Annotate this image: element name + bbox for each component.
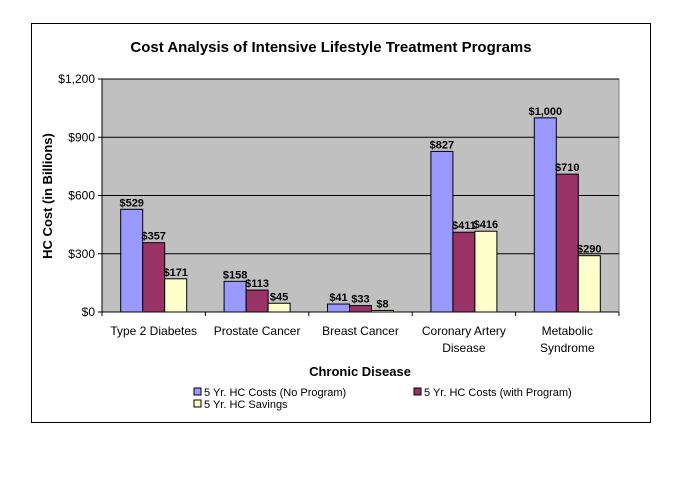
y-tick-label: $1,200 xyxy=(58,72,95,86)
bar-value-label: $158 xyxy=(223,269,247,281)
x-category-label: Type 2 Diabetes xyxy=(110,324,197,338)
y-tick-label: $0 xyxy=(82,305,96,319)
y-tick-label: $900 xyxy=(68,130,95,144)
y-axis-title: HC Cost (in Billions) xyxy=(40,133,55,259)
legend-swatch xyxy=(193,399,202,408)
legend-swatch xyxy=(413,387,422,396)
bar-value-label: $41 xyxy=(329,292,347,304)
bar-value-label: $529 xyxy=(119,197,143,209)
bar xyxy=(430,150,454,313)
bar xyxy=(533,117,557,313)
x-category-label: Metabolic xyxy=(542,324,593,338)
x-category-label: Breast Cancer xyxy=(322,324,399,338)
bar xyxy=(142,242,166,313)
bar-value-label: $8 xyxy=(376,298,388,310)
x-category-label: Coronary Artery xyxy=(422,324,506,338)
x-category-label: Syndrome xyxy=(540,341,595,355)
bar xyxy=(164,278,188,313)
bar-value-label: $290 xyxy=(577,244,601,256)
x-axis-title: Chronic Disease xyxy=(309,364,411,379)
y-tick-label: $600 xyxy=(68,189,95,203)
bar xyxy=(452,231,476,313)
bar-value-label: $113 xyxy=(245,278,269,290)
chart-title: Cost Analysis of Intensive Lifestyle Tre… xyxy=(130,39,531,56)
bar xyxy=(267,302,291,313)
gridlines xyxy=(102,78,619,255)
x-category-label: Prostate Cancer xyxy=(214,324,301,338)
chart-frame: Cost Analysis of Intensive Lifestyle Tre… xyxy=(31,23,651,423)
data-labels: $529$357$171 $158$113$45 $41 $33 $8$827$411$… xyxy=(119,106,601,311)
bar-value-label: $710 xyxy=(555,162,579,174)
legend-label: 5 Yr. HC Savings xyxy=(204,399,288,411)
legend-label: 5 Yr. HC Costs (No Program) xyxy=(204,387,346,399)
legend-swatch xyxy=(193,387,202,396)
bar xyxy=(555,173,579,313)
bar-value-label: $1,000 xyxy=(528,106,562,118)
y-tick-label: $300 xyxy=(68,247,95,261)
bar-value-label: $416 xyxy=(474,219,498,231)
bar-value-label: $171 xyxy=(163,267,187,279)
chart-svg: Cost Analysis of Intensive Lifestyle Tre… xyxy=(40,39,620,411)
bar xyxy=(223,280,247,313)
bar xyxy=(327,303,350,313)
bar xyxy=(349,305,372,313)
bar-value-label: $411 xyxy=(452,220,476,232)
legend-label: 5 Yr. HC Costs (with Program) xyxy=(424,387,572,399)
y-axis-ticks: $0 $300 $600 $900 $1,200 xyxy=(58,72,619,319)
x-axis-categories: Type 2 Diabetes Prostate Cancer Breast Can… xyxy=(101,312,620,355)
bar xyxy=(474,230,498,313)
bar xyxy=(120,208,144,313)
bar-value-label: $33 xyxy=(351,294,369,306)
bar xyxy=(577,255,601,313)
bar-value-label: $827 xyxy=(430,139,454,151)
bar-value-label: $45 xyxy=(270,291,288,303)
x-category-label: Disease xyxy=(442,341,486,355)
legend: 5 Yr. HC Costs (No Program) 5 Yr. HC Cost… xyxy=(193,387,572,411)
bar xyxy=(245,289,269,313)
bar-value-label: $357 xyxy=(141,231,165,243)
